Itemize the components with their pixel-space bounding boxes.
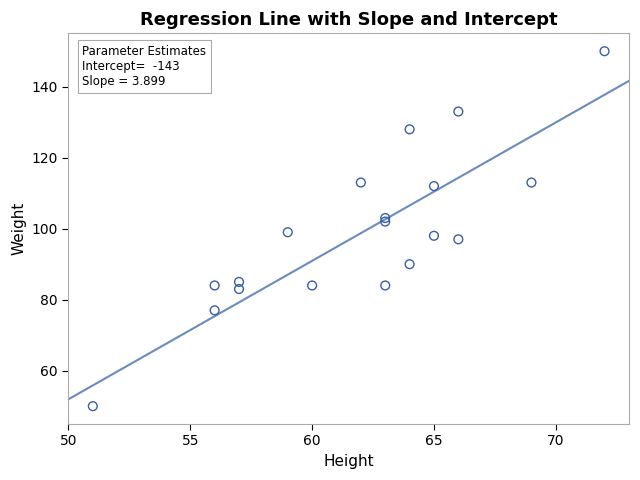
Point bbox=[404, 260, 415, 268]
X-axis label: Height: Height bbox=[323, 454, 374, 469]
Point bbox=[404, 125, 415, 133]
Y-axis label: Weight: Weight bbox=[11, 202, 26, 255]
Point bbox=[307, 282, 317, 289]
Point bbox=[429, 182, 439, 190]
Point bbox=[600, 48, 610, 55]
Point bbox=[234, 285, 244, 293]
Point bbox=[453, 108, 463, 115]
Point bbox=[429, 232, 439, 240]
Point bbox=[526, 179, 536, 186]
Point bbox=[209, 307, 220, 314]
Point bbox=[380, 214, 390, 222]
Point bbox=[380, 282, 390, 289]
Point bbox=[356, 179, 366, 186]
Point bbox=[380, 218, 390, 226]
Point bbox=[453, 236, 463, 243]
Text: Parameter Estimates
Intercept=  -143
Slope = 3.899: Parameter Estimates Intercept= -143 Slop… bbox=[83, 45, 207, 88]
Point bbox=[234, 278, 244, 286]
Title: Regression Line with Slope and Intercept: Regression Line with Slope and Intercept bbox=[140, 11, 557, 29]
Point bbox=[283, 228, 293, 236]
Point bbox=[88, 402, 98, 410]
Point bbox=[209, 282, 220, 289]
